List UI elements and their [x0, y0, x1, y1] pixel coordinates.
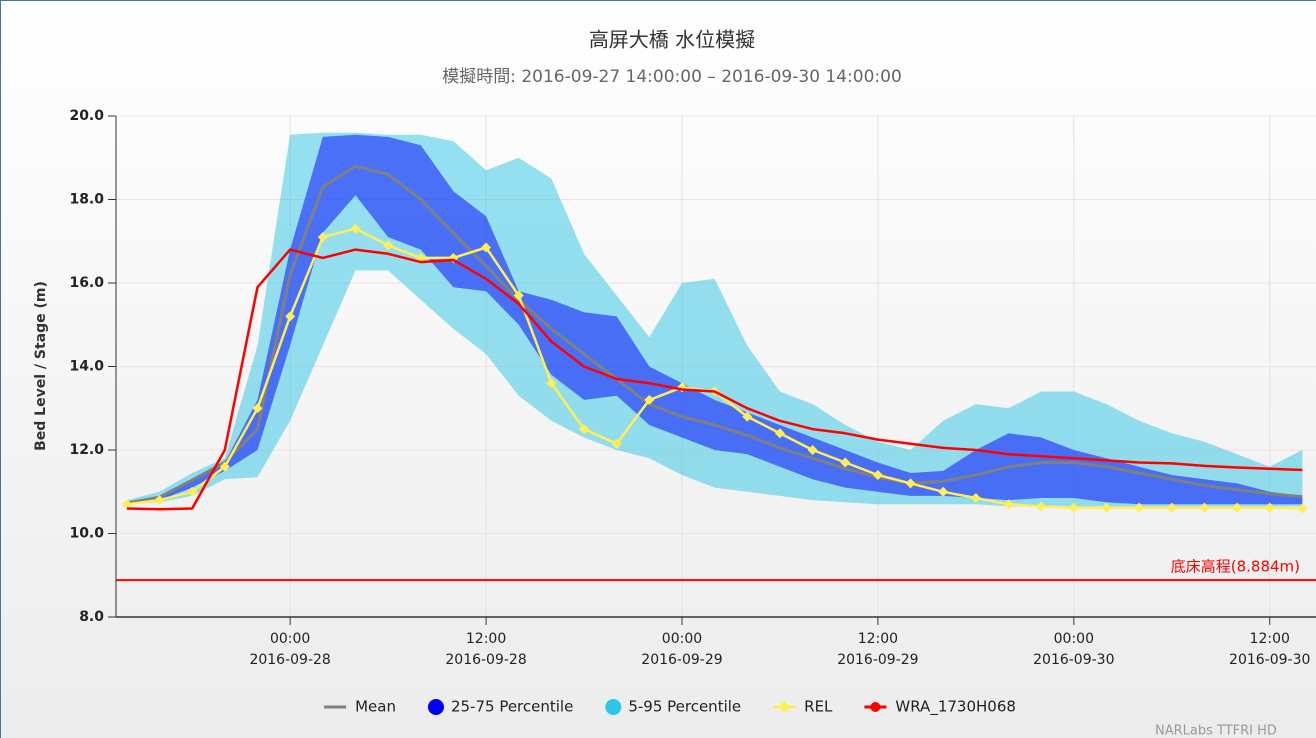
x-tick-label: 12:00: [466, 631, 506, 647]
point-marker: [905, 478, 916, 489]
point-marker: [1264, 502, 1275, 513]
range-area: [126, 134, 1303, 505]
point-marker: [970, 493, 981, 504]
legend-marker: [870, 702, 881, 712]
legend-item[interactable]: WRA_1730H068: [864, 698, 1016, 717]
point-marker: [350, 223, 361, 234]
point-marker: [1297, 503, 1308, 514]
point-marker: [546, 378, 557, 389]
point-marker: [121, 499, 132, 510]
point-marker: [807, 445, 818, 455]
x-tick-label: 2016-09-29: [837, 652, 918, 668]
legend-item[interactable]: 25-75 Percentile: [427, 698, 573, 716]
chart-subtitle: 模擬時間: 2016-09-27 14:00:00 – 2016-09-30 1…: [442, 67, 902, 87]
point-marker: [840, 457, 851, 468]
point-marker: [219, 461, 230, 472]
point-marker: [1068, 502, 1079, 513]
point-marker: [187, 486, 198, 497]
point-marker: [579, 424, 590, 435]
legend-item[interactable]: Mean: [324, 698, 396, 716]
point-marker: [481, 242, 492, 253]
point-marker: [285, 311, 296, 322]
x-tick-label: 00:00: [1054, 631, 1094, 647]
point-marker: [513, 290, 524, 301]
y-tick-label: 14.0: [69, 359, 104, 375]
legend-marker: [427, 699, 444, 715]
y-tick-label: 8.0: [79, 609, 104, 625]
series-line: [126, 248, 1303, 511]
x-tick-label: 12:00: [1250, 631, 1290, 647]
y-tick-label: 10.0: [69, 526, 104, 542]
point-marker: [742, 411, 753, 422]
point-marker: [938, 486, 949, 497]
point-marker: [1101, 502, 1112, 513]
point-marker: [1036, 501, 1047, 512]
series-line: [126, 164, 1303, 505]
y-tick-label: 18.0: [69, 192, 104, 208]
x-tick-label: 00:00: [270, 631, 310, 647]
point-marker: [317, 232, 328, 243]
x-tick-label: 2016-09-28: [249, 652, 330, 668]
credits: NARLabs TTFRI HD: [1155, 724, 1277, 738]
legend-label: 25-75 Percentile: [451, 698, 573, 716]
point-marker: [252, 403, 263, 414]
y-axis-title: Bed Level / Stage (m): [33, 281, 49, 451]
legend-label: WRA_1730H068: [895, 698, 1016, 717]
x-tick-label: 2016-09-30: [1033, 652, 1114, 668]
legend-label: Mean: [355, 698, 396, 716]
point-marker: [1134, 502, 1145, 513]
point-marker: [644, 394, 655, 405]
point-marker: [154, 495, 165, 506]
point-marker: [1166, 502, 1177, 513]
x-tick-label: 12:00: [858, 631, 898, 647]
point-marker: [611, 438, 622, 449]
x-tick-label: 00:00: [662, 631, 702, 647]
x-tick-label: 2016-09-29: [641, 652, 722, 668]
y-tick-label: 12.0: [69, 442, 104, 458]
plot-line-label: 底床高程(8.884m): [1171, 558, 1300, 576]
legend-label: 5-95 Percentile: [628, 698, 741, 716]
chart-title: 高屏大橋 水位模擬: [589, 28, 755, 52]
point-marker: [1199, 502, 1210, 513]
point-marker: [383, 240, 394, 251]
y-tick-label: 16.0: [69, 275, 104, 291]
point-marker: [872, 470, 883, 481]
point-marker: [1003, 499, 1014, 510]
legend-marker: [605, 699, 622, 715]
legend-item[interactable]: 5-95 Percentile: [605, 698, 741, 716]
point-marker: [774, 428, 785, 439]
legend-marker: [778, 701, 791, 713]
legend-label: REL: [804, 698, 833, 716]
legend-item[interactable]: REL: [773, 698, 833, 716]
x-tick-label: 2016-09-28: [445, 652, 526, 668]
y-tick-label: 20.0: [69, 108, 104, 124]
point-marker: [1232, 502, 1243, 513]
x-tick-label: 2016-09-30: [1229, 652, 1310, 668]
